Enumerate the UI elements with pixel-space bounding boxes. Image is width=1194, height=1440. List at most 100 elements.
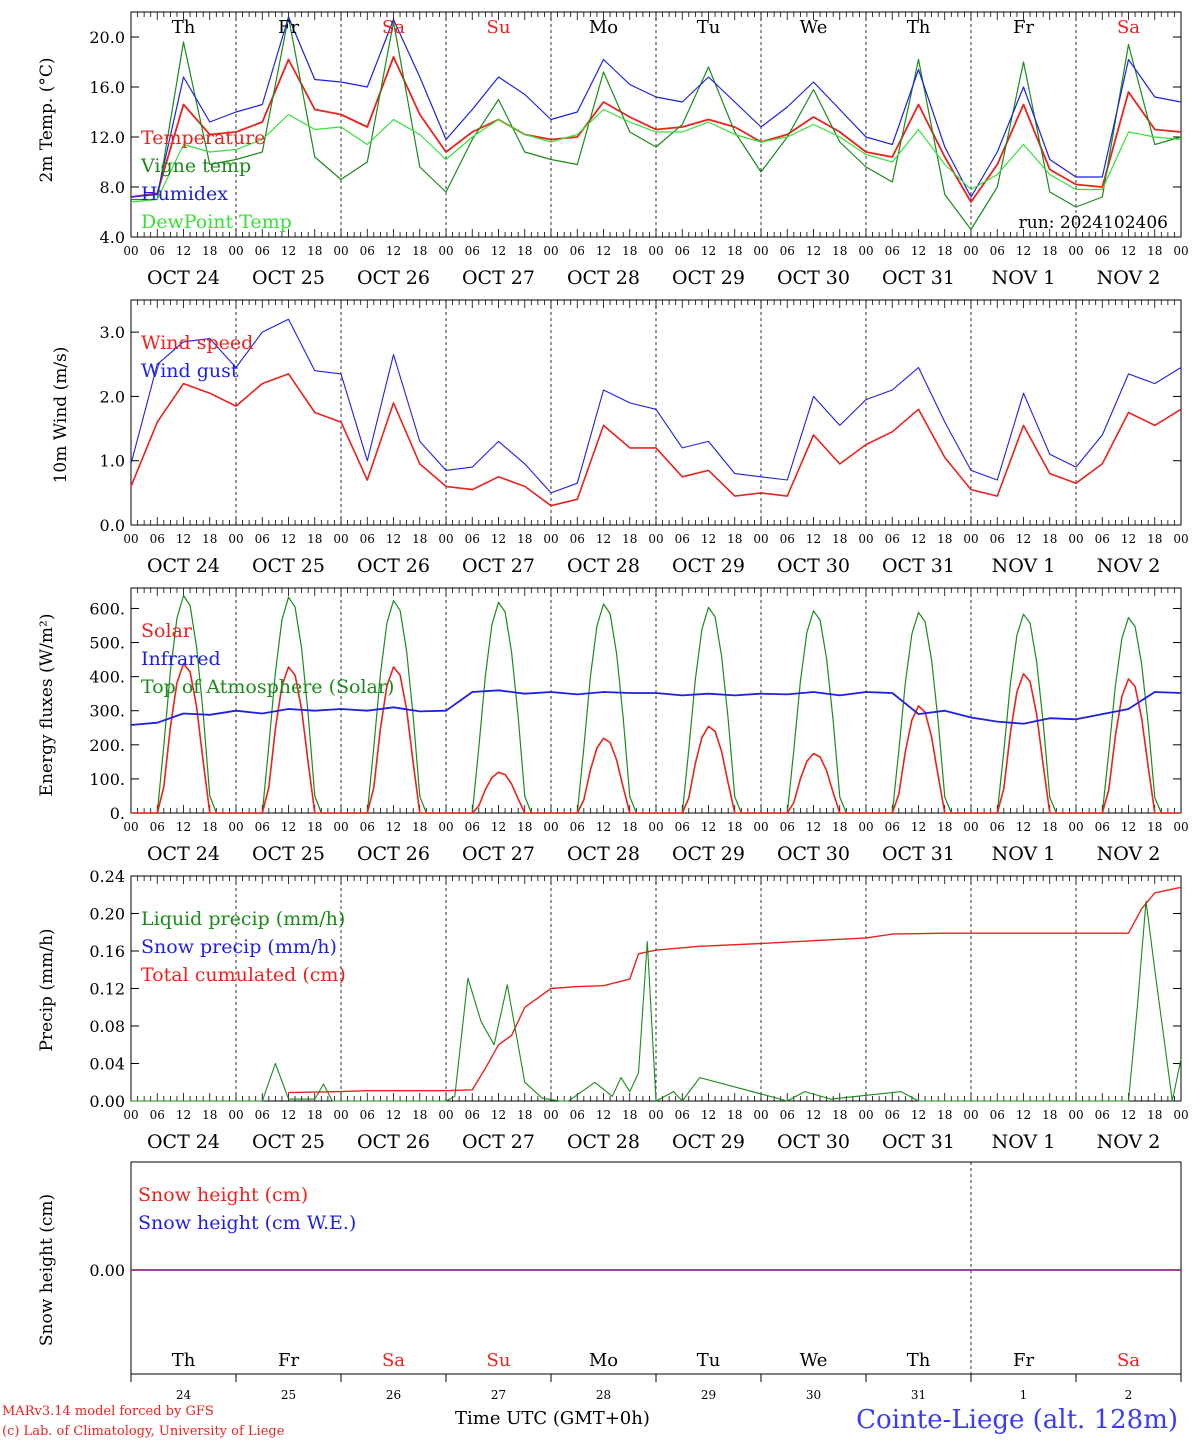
- hour-label: 18: [937, 244, 952, 258]
- day-name: Sa: [1117, 1350, 1140, 1371]
- hour-label: 12: [701, 244, 716, 258]
- date-label: OCT 30: [777, 843, 850, 865]
- hour-label: 00: [648, 820, 663, 834]
- hour-label: 18: [622, 532, 637, 546]
- hour-label: 18: [517, 532, 532, 546]
- hour-label: 06: [465, 532, 480, 546]
- hour-label: 00: [333, 1108, 348, 1122]
- y-axis-label: 10m Wind (m/s): [51, 347, 71, 484]
- series-infrared: [130, 689, 1182, 726]
- date-label: OCT 27: [462, 267, 535, 289]
- legend-entry: Humidex: [141, 183, 228, 205]
- hour-label: 06: [465, 1108, 480, 1122]
- y-tick-label: 300.: [89, 702, 125, 721]
- hour-label: 12: [596, 532, 611, 546]
- hour-label: 00: [1173, 244, 1188, 258]
- day-name: Tu: [697, 1350, 721, 1371]
- day-number: 1: [1020, 1388, 1028, 1402]
- date-label: OCT 24: [147, 843, 220, 865]
- date-label: OCT 26: [357, 1131, 430, 1153]
- hour-label: 12: [1016, 244, 1031, 258]
- hour-label: 12: [1121, 244, 1136, 258]
- series-total-cumulated-cm-: [288, 886, 1182, 1094]
- date-label: OCT 25: [252, 555, 325, 577]
- hour-label: 06: [360, 1108, 375, 1122]
- hour-label: 18: [937, 532, 952, 546]
- hour-label: 06: [150, 244, 165, 258]
- hour-label: 06: [1095, 820, 1110, 834]
- y-tick-label: 0.12: [89, 980, 125, 999]
- y-tick-label: 4.0: [100, 228, 125, 247]
- day-name: Fr: [278, 1350, 299, 1371]
- hour-label: 00: [963, 820, 978, 834]
- day-name: Tu: [697, 17, 721, 38]
- hour-label: 00: [543, 532, 558, 546]
- y-axis-label: Snow height (cm): [37, 1194, 57, 1346]
- hour-label: 06: [465, 244, 480, 258]
- hour-label: 06: [990, 820, 1005, 834]
- y-axis-label: Precip (mm/h): [37, 928, 57, 1051]
- panel-3: 0. 100. 200. 300. 400. 500. 600. Solar Infrared T…: [37, 587, 1189, 865]
- hour-label: 18: [517, 820, 532, 834]
- hour-label: 00: [543, 1108, 558, 1122]
- hour-label: 18: [517, 244, 532, 258]
- date-label: OCT 26: [357, 555, 430, 577]
- date-label: OCT 27: [462, 1131, 535, 1153]
- hour-label: 18: [412, 532, 427, 546]
- hour-label: 00: [1068, 1108, 1083, 1122]
- time-axis-label: Time UTC (GMT+0h): [455, 1408, 650, 1429]
- hour-label: 12: [701, 820, 716, 834]
- hour-label: 00: [753, 820, 768, 834]
- series-vigne-temp: [131, 16, 1181, 231]
- hour-label: 06: [570, 532, 585, 546]
- hour-label: 18: [1042, 1108, 1057, 1122]
- hour-label: 18: [1147, 532, 1162, 546]
- hour-label: 06: [465, 820, 480, 834]
- hour-label: 18: [832, 1108, 847, 1122]
- legend-entry: Wind speed: [141, 332, 253, 354]
- hour-label: 00: [753, 532, 768, 546]
- hour-label: 18: [202, 820, 217, 834]
- hour-label: 00: [963, 244, 978, 258]
- date-label: OCT 24: [147, 267, 220, 289]
- date-label: NOV 1: [992, 555, 1056, 577]
- hour-label: 12: [1016, 532, 1031, 546]
- y-axis-label: Energy fluxes (W/m²): [37, 614, 57, 797]
- hour-label: 00: [1068, 532, 1083, 546]
- hour-label: 06: [780, 1108, 795, 1122]
- y-tick-label: 20.0: [89, 28, 125, 47]
- y-tick-label: 0.20: [89, 905, 125, 924]
- hour-label: 12: [911, 820, 926, 834]
- hour-label: 12: [1121, 820, 1136, 834]
- y-tick-label: 3.0: [100, 323, 125, 342]
- hour-label: 00: [543, 820, 558, 834]
- hour-label: 00: [1173, 1108, 1188, 1122]
- y-tick-label: 500.: [89, 634, 125, 653]
- date-label: OCT 29: [672, 843, 745, 865]
- hour-label: 00: [963, 1108, 978, 1122]
- date-label: OCT 28: [567, 555, 640, 577]
- date-label: OCT 31: [882, 843, 955, 865]
- hour-label: 00: [333, 532, 348, 546]
- hour-label: 06: [885, 1108, 900, 1122]
- hour-label: 00: [648, 244, 663, 258]
- hour-label: 00: [123, 244, 138, 258]
- day-name: Sa: [1117, 17, 1140, 38]
- hour-label: 00: [228, 532, 243, 546]
- y-tick-label: 0.00: [89, 1092, 125, 1111]
- hour-label: 00: [123, 532, 138, 546]
- hour-label: 18: [307, 1108, 322, 1122]
- hour-label: 12: [806, 244, 821, 258]
- y-tick-label: 2.0: [100, 387, 125, 406]
- day-number: 25: [281, 1388, 296, 1402]
- lab-credit: (c) Lab. of Climatology, University of L…: [2, 1424, 285, 1439]
- date-label: OCT 30: [777, 267, 850, 289]
- hour-label: 06: [570, 820, 585, 834]
- hour-label: 18: [937, 1108, 952, 1122]
- y-tick-label: 1.0: [100, 452, 125, 471]
- hour-label: 12: [1121, 532, 1136, 546]
- y-tick-label: 0.16: [89, 942, 125, 961]
- hour-label: 00: [438, 1108, 453, 1122]
- day-name: Th: [907, 17, 931, 38]
- hour-label: 18: [307, 244, 322, 258]
